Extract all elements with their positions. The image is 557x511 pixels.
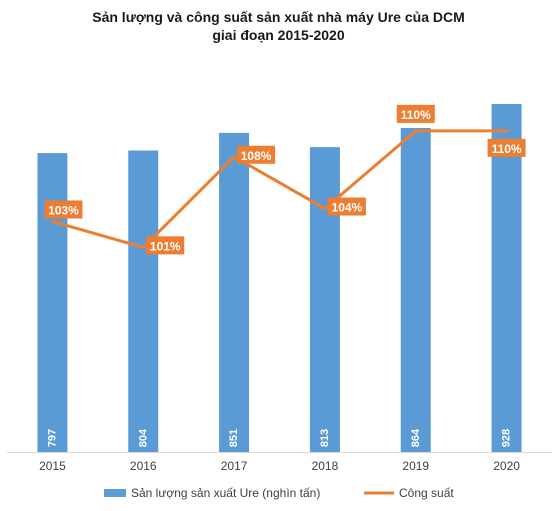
svg-text:Sản lượng sản xuất Ure (nghìn: Sản lượng sản xuất Ure (nghìn tấn) [131,486,320,500]
line-value-labels: 103% 101% 108% 104% 110% 110% [44,104,526,255]
svg-text:Công suất: Công suất [399,486,454,500]
legend-item-line: Công suất [364,486,454,500]
x-axis: 2015 2016 2017 2018 2019 2020 [7,452,552,473]
line-point-2016 [141,245,145,249]
line-point-2015 [50,219,54,223]
legend: Sản lượng sản xuất Ure (nghìn tấn) Công s… [104,486,454,500]
line-point-2017 [232,155,236,159]
line-value-label: 101% [146,236,185,255]
bar-2015 [37,153,68,452]
line-series [50,129,509,249]
bar-series [37,104,522,452]
line-value-label: 103% [44,200,83,219]
bar-value-label: 804 [137,428,149,447]
x-tick-label: 2019 [402,459,429,473]
line-value-label: 110% [487,138,526,157]
bar-2018 [309,147,340,452]
line-point-2018 [323,207,327,211]
bar-2017 [219,132,250,452]
bar-value-label: 797 [46,429,58,447]
chart-title-line-2: giai đoạn 2015-2020 [212,27,345,43]
bar-2019 [400,128,431,452]
line-point-2020 [505,129,509,133]
bar-2020 [491,104,522,452]
x-tick-label: 2017 [221,459,248,473]
bar-value-label: 928 [501,429,513,447]
line-value-label: 110% [396,104,435,123]
line-value-label: 108% [237,145,276,164]
line-path [50,129,509,249]
x-tick-label: 2016 [130,459,157,473]
bar-value-label: 813 [319,429,331,447]
svg-text:103%: 103% [48,203,79,217]
svg-text:110%: 110% [492,142,522,156]
x-tick-label: 2018 [312,459,339,473]
svg-text:101%: 101% [150,239,181,253]
line-value-label: 104% [327,197,366,216]
chart-title-line-1: Sản lượng và công suất sản xuất nhà máy … [92,9,465,25]
legend-item-bar: Sản lượng sản xuất Ure (nghìn tấn) [104,486,320,500]
svg-text:108%: 108% [241,149,272,163]
bar-value-label: 864 [410,428,422,447]
x-tick-label: 2020 [493,459,520,473]
svg-text:110%: 110% [401,108,431,122]
bar-2016 [128,150,159,452]
bar-value-labels: 797 804 851 813 864 928 [46,428,512,447]
x-tick-label: 2015 [39,459,66,473]
line-point-2019 [414,129,418,133]
svg-text:104%: 104% [332,201,363,215]
bar-value-label: 851 [228,429,240,447]
